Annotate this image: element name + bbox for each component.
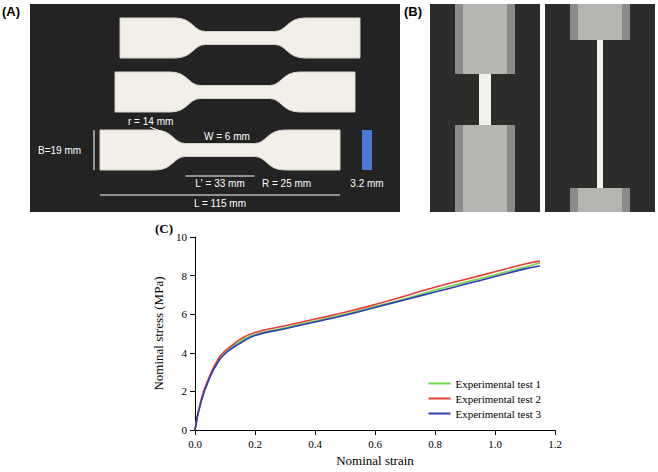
svg-text:3.2 mm: 3.2 mm (350, 178, 383, 189)
svg-text:Experimental test 2: Experimental test 2 (455, 393, 541, 405)
svg-text:0.6: 0.6 (368, 438, 382, 450)
svg-text:0.4: 0.4 (308, 438, 322, 450)
svg-text:0.2: 0.2 (248, 438, 262, 450)
svg-text:R = 25 mm: R = 25 mm (262, 178, 311, 189)
svg-text:0.0: 0.0 (188, 438, 202, 450)
svg-text:0.8: 0.8 (428, 438, 442, 450)
svg-text:0: 0 (182, 424, 188, 436)
svg-text:r = 14 mm: r = 14 mm (128, 116, 173, 127)
svg-text:W = 6 mm: W = 6 mm (204, 131, 250, 142)
svg-text:(B): (B) (404, 4, 422, 19)
svg-text:Experimental test 3: Experimental test 3 (455, 408, 541, 420)
svg-text:10: 10 (176, 231, 188, 243)
svg-text:4: 4 (182, 347, 188, 359)
svg-text:Experimental test 1: Experimental test 1 (455, 378, 541, 390)
svg-text:1.2: 1.2 (548, 438, 562, 450)
svg-text:L = 115 mm: L = 115 mm (194, 198, 246, 209)
svg-text:1.0: 1.0 (488, 438, 502, 450)
svg-text:L' = 33 mm: L' = 33 mm (195, 178, 244, 189)
svg-text:B=19 mm: B=19 mm (38, 145, 81, 156)
svg-text:6: 6 (182, 308, 188, 320)
svg-text:Nominal stress (MPa): Nominal stress (MPa) (151, 276, 166, 390)
svg-text:(A): (A) (2, 4, 20, 19)
svg-text:8: 8 (182, 270, 188, 282)
svg-text:(C): (C) (155, 221, 173, 236)
svg-text:Nominal strain: Nominal strain (336, 453, 414, 468)
svg-text:2: 2 (182, 385, 188, 397)
